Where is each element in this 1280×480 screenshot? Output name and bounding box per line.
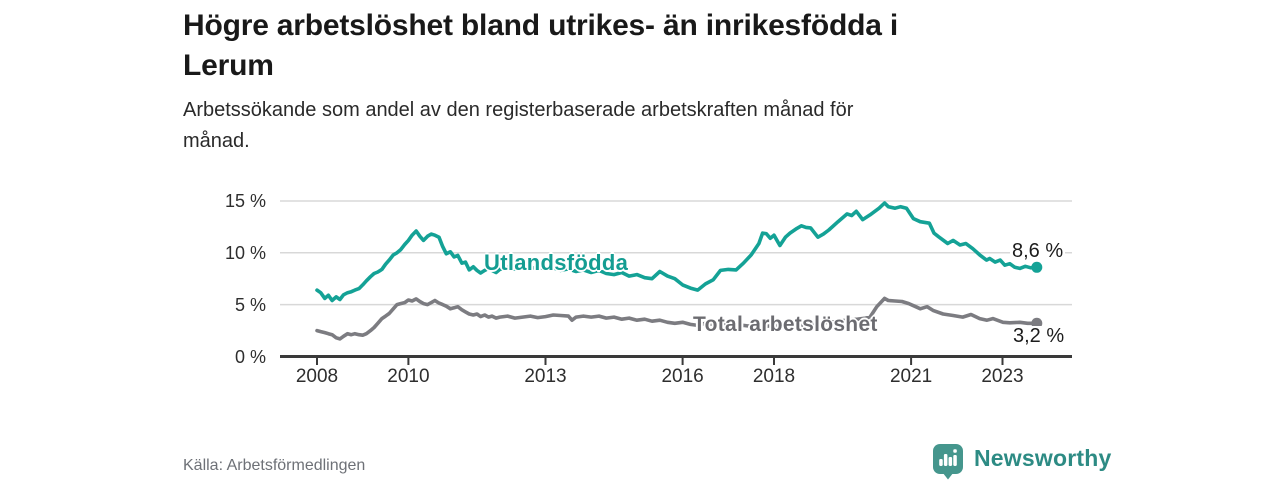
line-total-arbetsl-shet — [315, 296, 1039, 341]
series-label-total-arbetsloshet: Total arbetslöshet — [693, 313, 878, 336]
newsworthy-logo-text: Newsworthy — [974, 445, 1112, 471]
x-tick-label: 2021 — [889, 366, 933, 387]
x-tick-label: 2018 — [752, 366, 796, 387]
x-tick-label: 2008 — [295, 366, 339, 387]
y-tick-label: 10 % — [224, 242, 266, 263]
x-tick-label: 2016 — [661, 366, 704, 387]
x-tick-label: 2013 — [524, 366, 567, 387]
page-subtitle: Arbetssökande som andel av den registerb… — [183, 99, 854, 152]
end-value-label-utlandsfodda: 8,6 % — [1010, 240, 1066, 262]
y-tick-label: 15 % — [224, 190, 266, 211]
page-title: Högre arbetslöshet bland utrikes- än inr… — [183, 9, 898, 82]
newsworthy-logo[interactable]: Newsworthy — [932, 443, 1112, 480]
x-tick-label: 2010 — [387, 366, 430, 387]
end-value-label-total: 3,2 % — [1011, 325, 1067, 347]
y-tick-label: 0 % — [234, 346, 266, 367]
y-tick-label: 5 % — [234, 294, 266, 315]
x-tick-label: 2023 — [981, 366, 1024, 387]
end-dot-utlandsf-dda — [1031, 261, 1043, 273]
line-utlandsf-dda — [315, 201, 1039, 303]
series-label-utlandsfodda: Utlandsfödda — [484, 250, 629, 275]
newsworthy-logo-icon — [933, 444, 963, 480]
source-credit: Källa: Arbetsförmedlingen — [183, 457, 366, 474]
